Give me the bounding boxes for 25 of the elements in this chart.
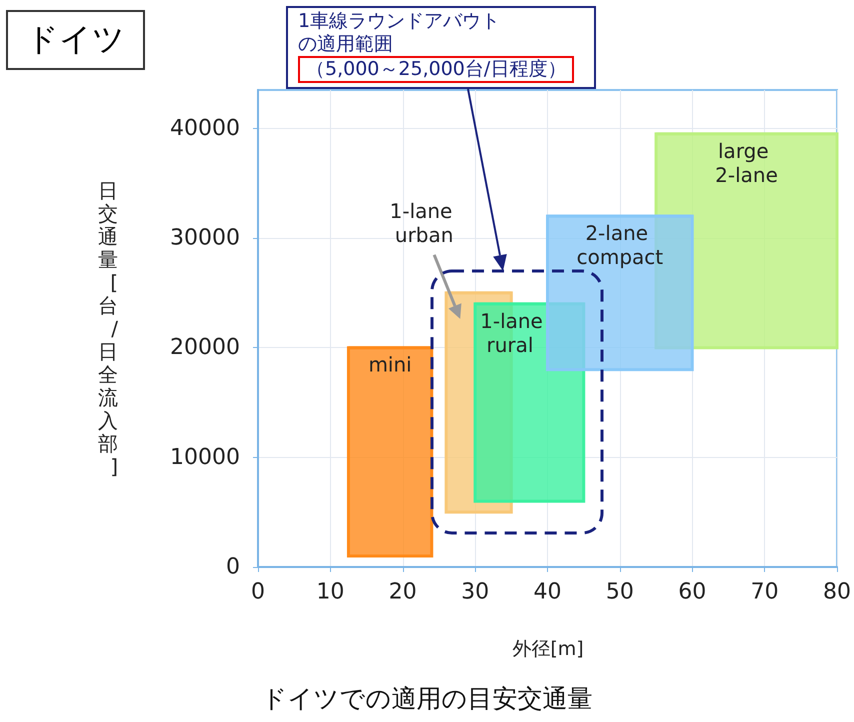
chart-title: ドイツ [6,10,145,70]
series-label: mini [368,352,412,377]
x-tick-label: 20 [388,580,417,604]
x-axis-title: 外径[m] [511,637,585,662]
series-label: large 2-lane [715,138,778,187]
y-tick-label: 40000 [170,116,240,141]
x-tick-label: 40 [534,580,562,604]
y-tick-label: 20000 [170,335,240,360]
text: 日交通量[台/日全流入部] [98,178,118,478]
x-tick-label: 80 [823,580,852,604]
x-tick-label: 10 [316,580,344,604]
series-label: 2-lane compact [576,221,664,270]
y-tick-label: 30000 [170,226,240,251]
x-tick-label: 50 [606,580,634,604]
text-frame: （5,000～25,000台/日程度） [298,56,574,83]
text: ドイツでの適用の目安交通量 [260,683,594,715]
x-tick-label: 60 [678,580,706,604]
x-tick-label: 0 [251,580,265,604]
y-tick-label: 0 [226,554,240,580]
x-tick-label: 30 [461,580,490,604]
y-tick-label: 10000 [170,444,240,470]
x-tick-label: 70 [750,580,779,604]
text: 1-lane urban [390,198,459,247]
series-label: 1-lane rural [480,308,543,357]
callout-box: 1車線ラウンドアバウトの適用範囲 （5,000～25,000台/日程度） [286,6,596,89]
